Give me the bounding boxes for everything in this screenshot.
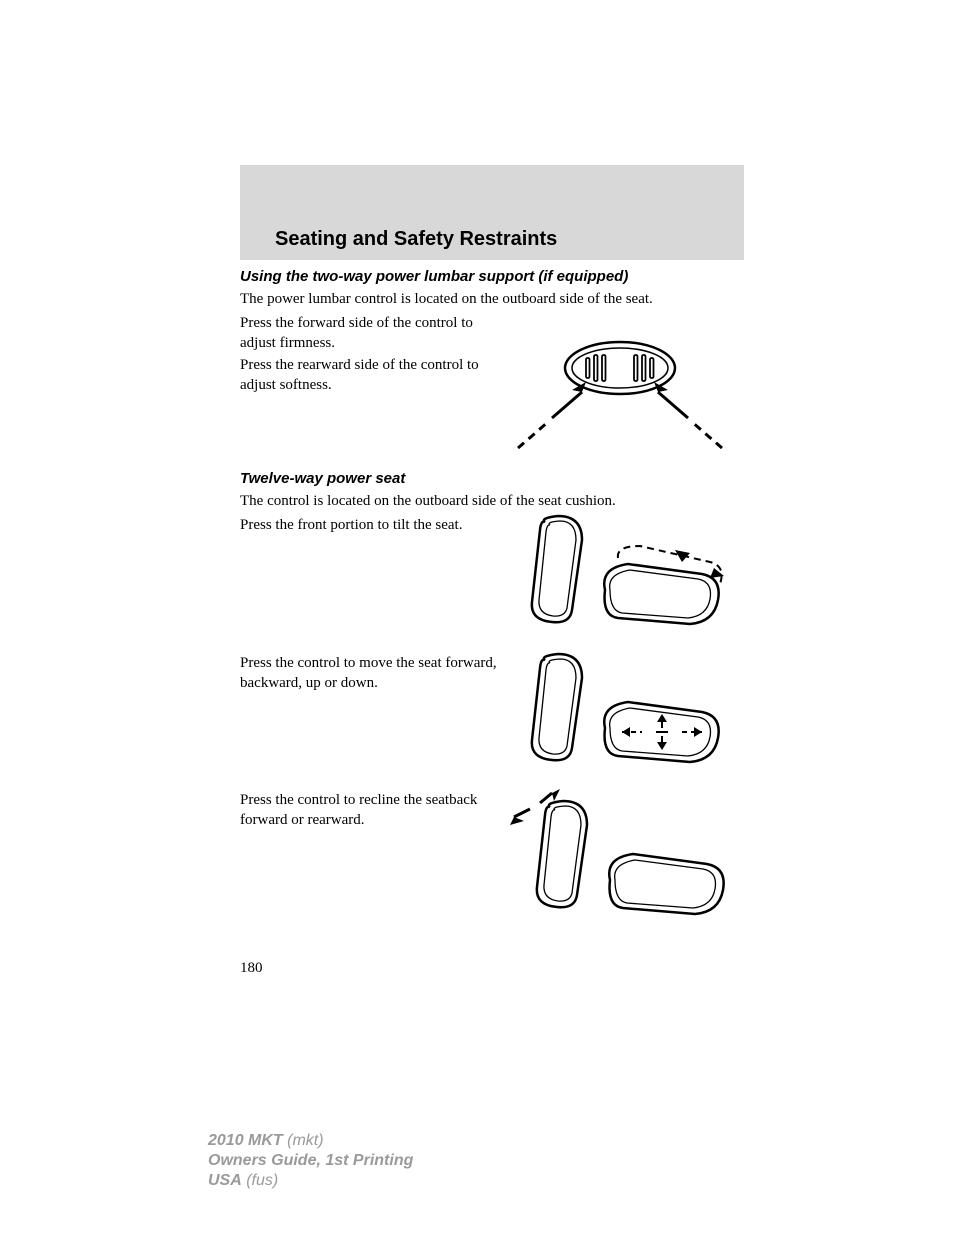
section-title: Seating and Safety Restraints: [275, 228, 557, 251]
body-tilt: Press the front portion to tilt the seat…: [240, 516, 500, 536]
footer-line-1: 2010 MKT (mkt): [208, 1132, 324, 1150]
footer-model: 2010 MKT: [208, 1132, 283, 1149]
footer-model-code: (mkt): [283, 1132, 324, 1149]
footer-line-3: USA (fus): [208, 1172, 278, 1190]
body-recline: Press the control to recline the seatbac…: [240, 791, 500, 830]
body-move: Press the control to move the seat forwa…: [240, 654, 500, 693]
body-lumbar-forward: Press the forward side of the control to…: [240, 314, 500, 353]
recline-diagram: [500, 785, 730, 930]
page-number: 180: [240, 960, 263, 977]
body-twelve-intro: The control is located on the outboard s…: [240, 492, 740, 512]
subheading-twelve: Twelve-way power seat: [240, 470, 405, 487]
subheading-lumbar: Using the two-way power lumbar support (…: [240, 268, 628, 285]
footer-region: USA: [208, 1172, 242, 1189]
lumbar-diagram: [490, 320, 750, 460]
move-diagram: [510, 648, 740, 788]
body-lumbar-rearward: Press the rearward side of the control t…: [240, 356, 500, 395]
footer-region-code: (fus): [242, 1172, 278, 1189]
tilt-diagram: [510, 510, 740, 650]
body-lumbar-intro: The power lumbar control is located on t…: [240, 290, 740, 310]
footer-line-2: Owners Guide, 1st Printing: [208, 1152, 413, 1170]
